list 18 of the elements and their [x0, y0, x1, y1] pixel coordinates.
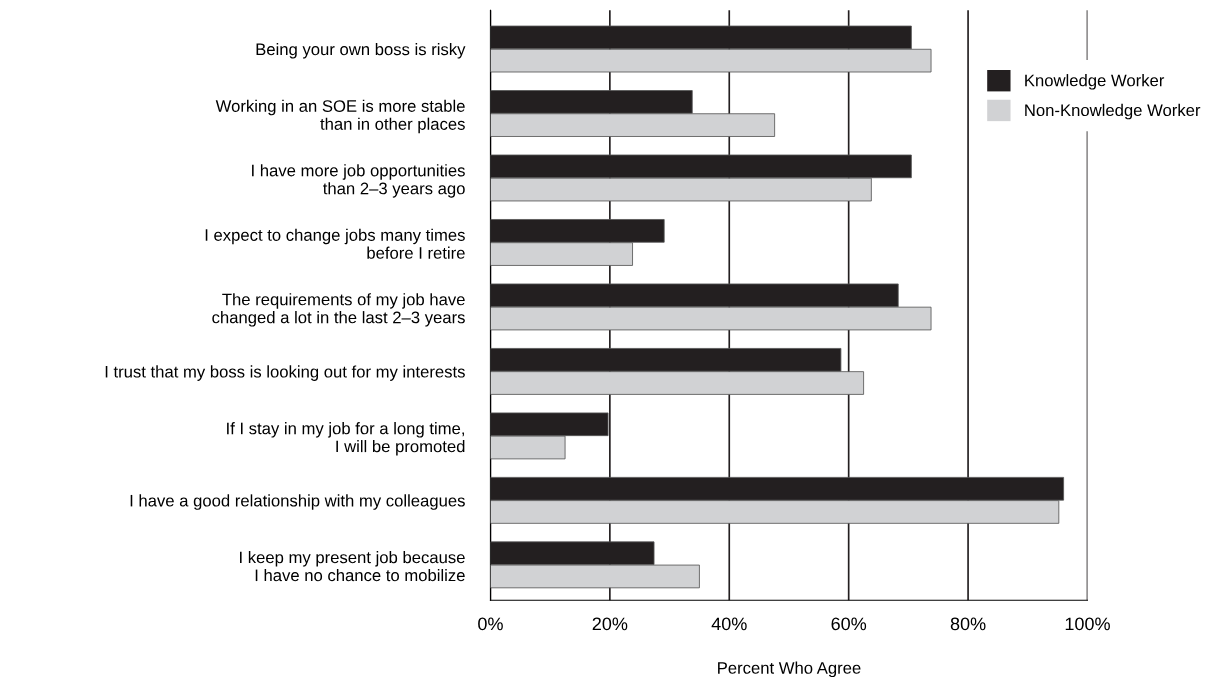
y-tick-label: I have a good relationship with my colleagues [130, 494, 465, 510]
y-tick-label: Being your own boss is risky [256, 43, 466, 59]
y-tick-label: Working in an SOE is more stable than in other places [215, 99, 465, 134]
y-tick-label: I have more job opportunities than 2–3 years ago [252, 164, 465, 198]
y-tick-label: The requirements of my job have changed a lot in the last 2–3 years [212, 293, 465, 327]
y-tick-label: I keep my present job because I have no chance to mobilize [240, 551, 465, 582]
x-tick-label: 60% [831, 617, 867, 631]
x-tick-label: 100% [1065, 617, 1110, 631]
x-tick-label: 80% [950, 617, 986, 631]
x-tick-label: 20% [592, 617, 628, 631]
x-tick-label: 0% [478, 617, 503, 631]
legend-label: Non-Knowledge Worker [1025, 103, 1201, 120]
legend-label: Knowledge Worker [1025, 74, 1165, 90]
y-tick-label: I expect to change jobs many times before I retire [205, 228, 465, 259]
x-axis-title: Percent Who Agree [718, 661, 861, 678]
y-tick-label: I trust that my boss is looking out for my interests [105, 365, 465, 381]
x-tick-label: 40% [711, 617, 747, 631]
y-tick-label: If I stay in my job for a long time, I will be promoted [227, 422, 465, 456]
